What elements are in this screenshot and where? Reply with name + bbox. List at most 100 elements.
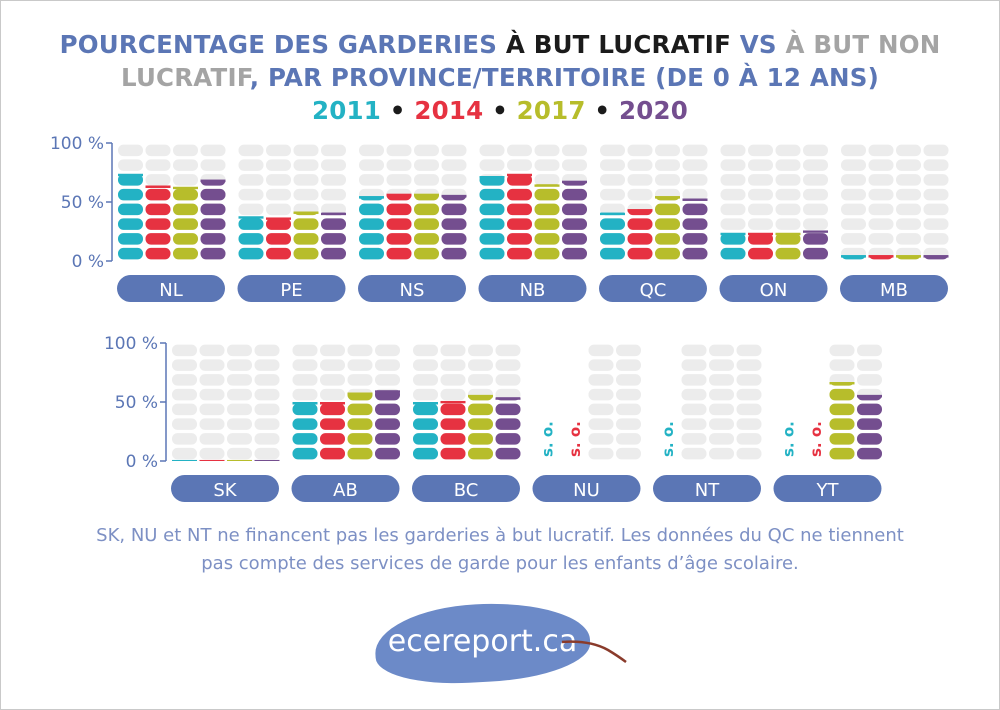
bar-segment xyxy=(414,203,439,216)
bar-segment xyxy=(200,203,226,216)
bar-segment xyxy=(534,247,560,260)
bar-nl-2017 xyxy=(173,186,198,260)
logo-text: ecereport.ca xyxy=(387,624,578,659)
bar-background-segment xyxy=(227,374,252,386)
bar-background-segment xyxy=(440,388,466,401)
province-label-pill xyxy=(478,275,587,302)
not-applicable-label: s. o. xyxy=(807,421,825,457)
bar-background-segment xyxy=(868,218,894,230)
bar-top-edge xyxy=(841,255,866,258)
bar-background-segment xyxy=(896,188,921,201)
bar-segment xyxy=(468,433,493,445)
bar-background-segment xyxy=(588,388,614,401)
bar-segment xyxy=(440,418,466,430)
bar-segment xyxy=(627,218,653,230)
bar-background-segment xyxy=(238,203,264,216)
bar-background-segment xyxy=(616,403,641,416)
bar-top-edge xyxy=(292,402,318,405)
bar-segment xyxy=(562,233,587,245)
bar-background-segment xyxy=(414,144,439,157)
bar-top-edge xyxy=(441,194,467,198)
province-group-bc: BC xyxy=(412,344,521,502)
bar-background-segment xyxy=(616,359,641,371)
bar-segment xyxy=(266,233,291,245)
bar-ab-2017 xyxy=(347,392,373,460)
bar-background-segment xyxy=(627,174,653,186)
bar-top-edge xyxy=(775,232,801,236)
bar-segment xyxy=(347,433,373,445)
bar-background-segment xyxy=(709,418,734,430)
bar-background-segment xyxy=(172,359,197,371)
bar-background-segment xyxy=(507,144,532,157)
bar-background-segment xyxy=(736,447,762,460)
bar-segment xyxy=(495,433,521,445)
bar-segment xyxy=(292,403,318,416)
bar-segment xyxy=(200,218,226,230)
bar-on-2020 xyxy=(803,230,828,260)
bar-segment xyxy=(375,433,400,445)
bar-qc-2011 xyxy=(600,212,625,260)
bar-top-edge xyxy=(534,184,560,187)
province-label-pill xyxy=(237,275,346,302)
bar-background-segment xyxy=(868,144,894,157)
bar-background-segment xyxy=(320,374,345,386)
bar-background-segment xyxy=(709,374,734,386)
bar-background-segment xyxy=(414,159,439,171)
bar-top-edge xyxy=(375,390,400,393)
bar-segment xyxy=(562,247,587,260)
bar-background-segment xyxy=(896,174,921,186)
bar-segment xyxy=(682,203,708,216)
province-label-pill xyxy=(117,275,225,302)
bar-top-edge xyxy=(748,232,773,236)
bar-segment xyxy=(238,233,264,245)
bar-background-segment xyxy=(254,388,280,401)
bar-qc-2017 xyxy=(655,196,680,260)
bar-background-segment xyxy=(627,159,653,171)
bar-background-segment xyxy=(709,403,734,416)
bar-ns-2020 xyxy=(441,194,467,260)
legend-item-2011: 2011 xyxy=(311,96,381,125)
bar-nl-2020 xyxy=(200,179,226,260)
bar-segment xyxy=(320,447,345,460)
bar-segment xyxy=(479,203,505,216)
bar-segment xyxy=(173,233,198,245)
bar-segment xyxy=(440,433,466,445)
bar-background-segment xyxy=(627,188,653,201)
bar-background-segment xyxy=(534,159,560,171)
bar-segment xyxy=(600,218,625,230)
bar-background-segment xyxy=(254,433,280,445)
bar-background-segment xyxy=(468,344,493,357)
legend-item-2014: 2014 xyxy=(414,96,484,125)
province-label: MB xyxy=(880,280,908,301)
bar-pe-2014 xyxy=(266,217,291,260)
bar-background-segment xyxy=(292,344,318,357)
bar-segment xyxy=(720,233,746,245)
bar-background-segment xyxy=(413,374,438,386)
bar-background-segment xyxy=(441,174,467,186)
bar-background-segment xyxy=(293,144,319,157)
province-group-sk: SK xyxy=(171,344,280,502)
bar-background-segment xyxy=(681,447,707,460)
bar-segment xyxy=(682,233,708,245)
leaf-stem-icon xyxy=(561,640,627,664)
bar-background-segment xyxy=(616,388,641,401)
bar-background-segment xyxy=(588,359,614,371)
bar-segment xyxy=(321,247,346,260)
bar-background-segment xyxy=(616,447,641,460)
bar-background-segment xyxy=(507,159,532,171)
bar-segment xyxy=(507,233,532,245)
bar-qc-2014 xyxy=(627,209,653,260)
bar-segment xyxy=(292,418,318,430)
bar-background-segment xyxy=(321,188,346,201)
bar-background-segment xyxy=(359,144,384,157)
bar-background-segment xyxy=(254,447,280,460)
bar-segment xyxy=(375,447,400,460)
bar-sk-2017 xyxy=(227,459,252,462)
bar-segment xyxy=(145,203,171,216)
bar-segment xyxy=(857,418,882,430)
bar-segment xyxy=(238,247,264,260)
bar-background-segment xyxy=(266,144,291,157)
bar-segment xyxy=(359,203,384,216)
bar-bc-2017 xyxy=(468,394,493,460)
bar-background-segment xyxy=(720,218,746,230)
